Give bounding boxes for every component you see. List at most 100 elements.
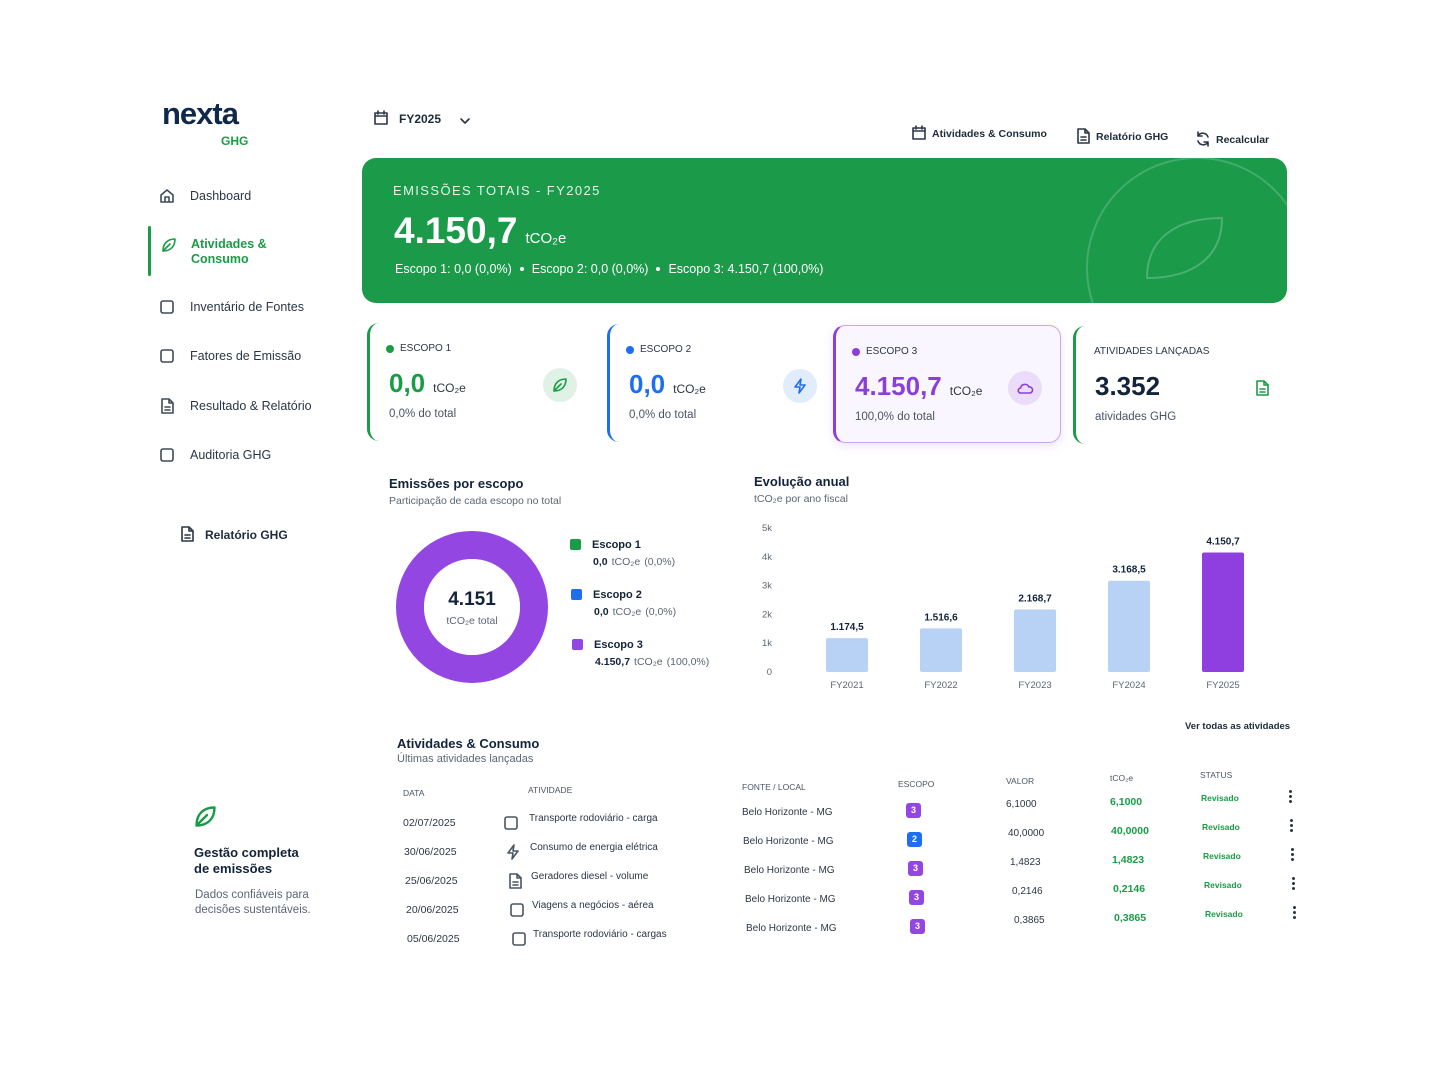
legend-name: Escopo 2 — [593, 589, 642, 601]
kpi-value-row: 0,0 tCO₂e — [629, 369, 706, 400]
kpi-value: 0,0 — [389, 368, 426, 398]
icon — [160, 448, 174, 462]
kpi-card: ATIVIDADES LANÇADAS 3.352 atividades GHG — [1073, 326, 1301, 444]
icon — [512, 932, 526, 946]
cell-tco2e: 40,0000 — [1111, 825, 1149, 837]
table-subtitle: Últimas atividades lançadas — [397, 753, 534, 765]
menu-dot — [1291, 848, 1294, 851]
period-select[interactable]: FY2025 — [372, 108, 482, 130]
icon-shape — [181, 526, 194, 542]
nav-item[interactable]: Auditoria GHG — [148, 445, 348, 467]
sidebar: Dashboard Atividades & Consumo Inventário … — [148, 0, 348, 1092]
bar — [920, 628, 962, 672]
nav-item[interactable]: Dashboard — [148, 186, 348, 208]
column-header: VALOR — [1006, 776, 1035, 786]
row-menu[interactable] — [1292, 906, 1298, 920]
icon — [181, 526, 194, 542]
legend-name: Escopo 1 — [592, 539, 641, 551]
bar-value-label: 1.174,5 — [830, 622, 864, 633]
kpi-note: 0,0% do total — [629, 409, 697, 421]
legend-swatch — [570, 539, 581, 550]
column-header: tCO₂e — [1110, 773, 1134, 783]
cell-date: 25/06/2025 — [405, 875, 458, 887]
icon — [509, 873, 522, 889]
icon — [1077, 128, 1090, 144]
report-link-label: Relatório GHG — [205, 528, 288, 542]
nav-item[interactable]: Inventário de Fontes — [148, 297, 348, 319]
kpi-label: ESCOPO 1 — [400, 343, 452, 354]
activity-icon — [504, 843, 522, 861]
kpi-card: ESCOPO 2 0,0 tCO₂e 0,0% do total — [607, 324, 835, 442]
view-all-link[interactable]: Ver todas as atividades — [1185, 721, 1291, 732]
row-menu[interactable] — [1291, 877, 1297, 891]
icon-shape — [794, 378, 806, 394]
cell-tco2e: 0,2146 — [1113, 883, 1146, 895]
legend-name: Escopo 3 — [594, 639, 643, 651]
legend-share: (0,0%) — [645, 606, 676, 618]
breakdown-item: Escopo 2: 0,0 (0,0%) — [531, 262, 649, 276]
legend-unit: tCO₂e — [634, 656, 663, 668]
nav-label: Inventário de Fontes — [190, 300, 304, 314]
toolbar-button-label: Recalcular — [1216, 134, 1270, 146]
cell-status: Revisado — [1204, 880, 1242, 890]
donut-segment — [396, 531, 548, 683]
menu-dot — [1292, 882, 1295, 885]
cell-date: 05/06/2025 — [407, 933, 460, 945]
icon — [912, 125, 926, 140]
chart-title: Evolução anual — [754, 474, 849, 489]
nav-item[interactable]: Fatores de Emissão — [148, 346, 348, 368]
legend-value-number: 0,0 — [593, 556, 608, 568]
kpi-unit: tCO₂e — [673, 382, 706, 396]
icon — [160, 349, 174, 363]
row-menu[interactable] — [1289, 819, 1295, 833]
row-menu[interactable] — [1288, 790, 1294, 804]
toolbar-button[interactable]: Atividades & Consumo — [910, 124, 1050, 146]
cell-tco2e: 1,4823 — [1112, 854, 1145, 866]
cell-date: 02/07/2025 — [403, 817, 456, 829]
cell-source: Belo Horizonte - MG — [742, 807, 833, 818]
column-header: FONTE / LOCAL — [742, 782, 806, 792]
cell-source: Belo Horizonte - MG — [744, 865, 835, 876]
brand-logo[interactable]: nexta — [162, 96, 239, 131]
report-link[interactable]: Relatório GHG — [178, 525, 328, 545]
nav-item[interactable]: Resultado & Relatório — [148, 396, 348, 418]
cell-status: Revisado — [1205, 909, 1243, 919]
kpi-dot — [852, 348, 860, 356]
menu-dot — [1293, 911, 1296, 914]
icon — [1256, 380, 1269, 396]
icon — [160, 300, 174, 314]
cell-tco2e: 0,3865 — [1114, 912, 1147, 924]
donut-center — [424, 559, 520, 655]
icon-shape — [510, 903, 524, 917]
activity-icon — [510, 930, 528, 948]
menu-dot — [1290, 829, 1293, 832]
nav-label: Atividades & Consumo — [191, 237, 267, 266]
donut-center-value: 4.151 — [448, 589, 496, 610]
toolbar-button[interactable]: Relatório GHG — [1074, 127, 1174, 149]
toolbar-button[interactable]: Recalcular — [1194, 130, 1294, 152]
row-menu[interactable] — [1290, 848, 1296, 862]
icon — [160, 189, 174, 203]
cell-value: 0,2146 — [1012, 886, 1043, 897]
cell-scope-badge: 2 — [907, 832, 922, 847]
kpi-card: ESCOPO 3 4.150,7 tCO₂e 100,0% do total — [833, 325, 1061, 443]
period-label: FY2025 — [399, 112, 442, 126]
kpi-value-row: 3.352 — [1095, 371, 1160, 402]
icon-shape — [512, 932, 526, 946]
x-tick-label: FY2022 — [924, 680, 957, 691]
separator-dot — [519, 267, 524, 271]
cell-status: Revisado — [1203, 851, 1241, 861]
cell-activity: Transporte rodoviário - carga — [529, 813, 658, 824]
icon — [1017, 383, 1034, 394]
icon-shape — [160, 300, 174, 314]
icon-shape — [509, 873, 522, 889]
menu-dot — [1289, 795, 1292, 798]
activity-icon — [508, 901, 526, 919]
activity-icon — [506, 872, 524, 890]
icon-shape — [195, 806, 216, 827]
breakdown-item: Escopo 3: 4.150,7 (100,0%) — [668, 262, 824, 276]
nav-item[interactable]: Atividades & Consumo — [148, 226, 348, 276]
banner-decoration — [1086, 158, 1287, 303]
icon-shape — [1077, 128, 1090, 144]
cell-value: 1,4823 — [1010, 857, 1041, 868]
